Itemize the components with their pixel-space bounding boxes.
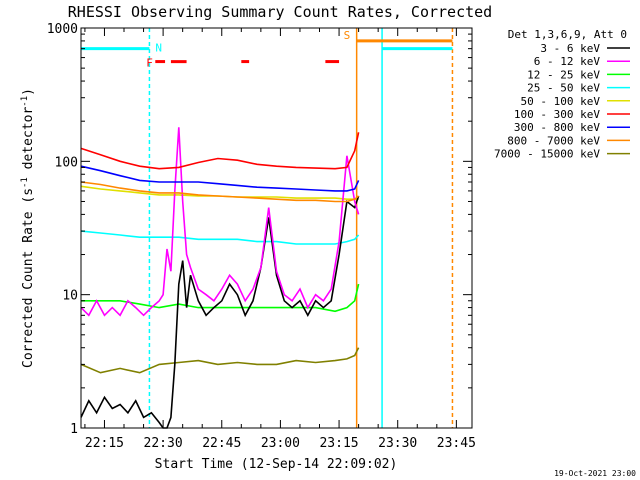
plot-frame bbox=[80, 27, 473, 429]
y-axis-ticks: 1000 100 10 1 bbox=[47, 22, 472, 437]
y-axis-label: Corrected Count Rate (s-1 detector-1) bbox=[20, 88, 36, 368]
x-axis-ticks: 22:15 22:30 22:45 23:00 23:15 23:30 23:45 bbox=[84, 28, 476, 451]
y-axis-label-sup1: -1 bbox=[20, 177, 30, 188]
plot-area: NF S 1000 100 10 1 22:15 22:30 22:45 23:00 23:15… bbox=[47, 22, 476, 451]
flag-label: F bbox=[146, 57, 153, 70]
y-tick-label: 1000 bbox=[47, 22, 78, 37]
series-line bbox=[80, 181, 360, 203]
y-tick-label: 1 bbox=[70, 422, 78, 437]
y-axis-label-end: ) bbox=[21, 88, 36, 96]
series-layer bbox=[80, 127, 360, 429]
legend-entry-label: 7000 - 15000 keV bbox=[494, 148, 600, 161]
legend-entry-label: 25 - 50 keV bbox=[527, 82, 600, 95]
legend-title: Det 1,3,6,9, Att 0 bbox=[508, 28, 627, 41]
y-tick-label: 10 bbox=[62, 289, 78, 304]
flags-layer: NF S bbox=[81, 28, 454, 428]
x-tick-label: 22:15 bbox=[85, 436, 124, 451]
chart-title: RHESSI Observing Summary Count Rates, Co… bbox=[68, 3, 492, 21]
x-tick-label: 23:00 bbox=[261, 436, 300, 451]
x-axis-label: Start Time (12-Sep-14 22:09:02) bbox=[155, 457, 398, 472]
timestamp: 19-Oct-2021 23:00 bbox=[554, 469, 636, 478]
legend-entry-label: 100 - 300 keV bbox=[514, 108, 600, 121]
series-line bbox=[81, 283, 360, 313]
legend-entry-label: 50 - 100 keV bbox=[521, 95, 601, 108]
legend-entry-label: 300 - 800 keV bbox=[514, 121, 600, 134]
x-tick-label: 23:45 bbox=[437, 436, 476, 451]
legend-entry-label: 3 - 6 keV bbox=[540, 42, 600, 55]
x-tick-label: 23:15 bbox=[319, 436, 358, 451]
series-line bbox=[80, 165, 360, 192]
flag-label: S bbox=[344, 29, 351, 42]
series-line bbox=[80, 347, 360, 374]
x-tick-label: 22:45 bbox=[202, 436, 241, 451]
series-line bbox=[80, 127, 360, 317]
y-tick-label: 100 bbox=[55, 155, 78, 170]
series-line bbox=[80, 195, 360, 429]
x-tick-label: 22:30 bbox=[144, 436, 183, 451]
y-axis-label-sup2: -1 bbox=[20, 96, 30, 107]
flag-label: N bbox=[155, 42, 162, 55]
y-axis-label-main: Corrected Count Rate (s bbox=[21, 188, 36, 368]
series-line bbox=[80, 132, 360, 170]
legend-entry-label: 12 - 25 keV bbox=[527, 68, 600, 81]
legend-entry-label: 6 - 12 keV bbox=[534, 55, 601, 68]
legend-entry-label: 800 - 7000 keV bbox=[507, 134, 600, 147]
x-tick-label: 23:30 bbox=[378, 436, 417, 451]
y-axis-label-mid: detector bbox=[21, 107, 36, 178]
